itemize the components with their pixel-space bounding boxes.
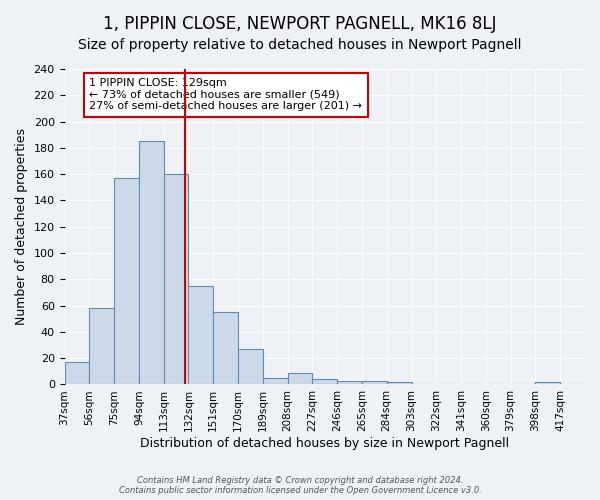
Bar [362,380,387,384]
Bar [139,142,164,384]
Bar [263,378,287,384]
Text: 1, PIPPIN CLOSE, NEWPORT PAGNELL, MK16 8LJ: 1, PIPPIN CLOSE, NEWPORT PAGNELL, MK16 8… [103,15,497,33]
Text: Size of property relative to detached houses in Newport Pagnell: Size of property relative to detached ho… [78,38,522,52]
Bar [89,308,114,384]
Bar [238,349,263,384]
Bar [213,312,238,384]
Bar [387,382,412,384]
Text: 1 PIPPIN CLOSE: 129sqm
← 73% of detached houses are smaller (549)
27% of semi-de: 1 PIPPIN CLOSE: 129sqm ← 73% of detached… [89,78,362,112]
Bar [337,380,362,384]
Bar [164,174,188,384]
Bar [535,382,560,384]
Bar [114,178,139,384]
X-axis label: Distribution of detached houses by size in Newport Pagnell: Distribution of detached houses by size … [140,437,509,450]
Text: Contains HM Land Registry data © Crown copyright and database right 2024.
Contai: Contains HM Land Registry data © Crown c… [119,476,481,495]
Bar [188,286,213,384]
Bar [313,379,337,384]
Bar [287,372,313,384]
Bar [65,362,89,384]
Y-axis label: Number of detached properties: Number of detached properties [15,128,28,325]
